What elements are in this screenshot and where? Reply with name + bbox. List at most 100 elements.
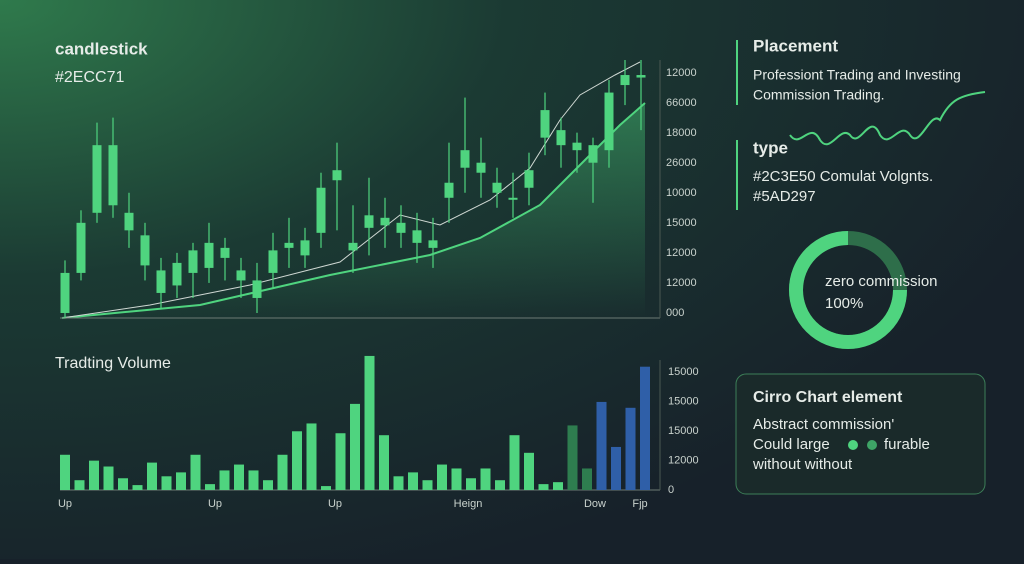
candle-body [188,250,198,273]
y-tick-label: 12000 [668,454,699,466]
candle-body [252,280,262,298]
x-tick-label: Fjp [632,498,647,510]
trend-area [62,103,645,318]
bar [74,480,85,490]
card-text: without without [752,456,853,473]
bar [408,472,418,490]
x-tick-label: Dow [584,498,606,510]
bar [161,476,172,490]
candle-body [556,130,566,146]
y-tick-label: 10000 [666,187,697,199]
donut-value: 100% [825,295,863,312]
chart-title: Tradting Volume [55,355,171,372]
card-text: Abstract commission' [753,416,894,433]
panel-text: #5AD297 [753,188,816,205]
candle-body [316,187,326,233]
panel-text: #2C3E50 Comulat Volgnts. [753,168,933,185]
x-tick-label: Up [58,498,72,510]
y-tick-label: 15000 [668,425,699,437]
candle-body [60,272,70,313]
bar [625,407,636,490]
bar [509,435,520,490]
panel-title: Placement [753,36,838,55]
bar [640,366,650,490]
x-tick-label: Heign [454,498,483,510]
bar [335,433,346,490]
y-tick-label: 66000 [666,97,697,109]
candle-body [572,142,582,151]
candle-body [236,270,246,281]
candle-body [444,182,454,198]
bar [350,403,360,490]
y-tick-label: 26000 [666,157,697,169]
bar [393,476,404,490]
card-title: Cirro Chart element [753,389,903,406]
bar [147,462,157,490]
bar [611,446,621,490]
candle-body [476,162,486,173]
bar [306,423,317,490]
candle-body [92,145,102,213]
candle-body [268,250,278,273]
candle-body [540,110,550,138]
y-tick-label: 12000 [666,247,697,259]
y-tick-label: 12000 [666,67,697,79]
chart-title: candlestick [55,39,148,58]
bar [495,480,505,490]
candle-body [588,145,598,163]
bar [60,454,70,490]
chart-subtitle: #2ECC71 [55,69,124,86]
bar [321,486,331,490]
bar [422,480,433,490]
bar [263,480,273,490]
bar [379,435,389,490]
panel-text: Commission Trading. [753,87,885,103]
x-tick-label: Up [208,498,222,510]
candle-body [460,150,470,168]
candle-body [156,270,166,293]
bar [190,454,201,490]
candle-body [508,197,518,200]
bar [219,470,230,490]
panel-text: Professiont Trading and Investing [753,67,961,83]
bar [248,470,259,490]
candle-body [604,92,614,151]
avg-line [61,61,641,319]
bar [234,464,244,490]
candle-body [300,240,310,256]
panel-title: type [753,138,788,157]
y-tick-label: 000 [666,307,684,319]
card [735,373,986,495]
y-tick-label: 15000 [668,395,699,407]
bar [553,482,563,490]
candle-body [428,240,438,248]
candle-body [220,247,230,258]
bar [480,468,491,490]
sparkline [789,91,986,146]
card-text: furable [884,436,930,453]
bar [567,425,578,490]
bar [596,401,607,490]
bar [118,478,128,490]
bar [176,472,186,490]
bar [451,468,462,490]
bar [582,468,592,490]
donut-arc [789,231,907,349]
bar [538,484,549,490]
y-tick-label: 12000 [666,277,697,289]
bar [292,431,302,490]
candle-body [412,230,422,243]
card-text: Could large [753,436,830,453]
candle-body [396,222,406,233]
candle-body [284,242,294,248]
bar [132,485,143,490]
bar [437,464,447,490]
dot [848,440,858,450]
y-tick-label: 0 [668,484,674,496]
candle-body [140,235,150,266]
y-tick-label: 18000 [666,127,697,139]
donut-label: zero commission [825,273,938,290]
bar [364,355,375,490]
